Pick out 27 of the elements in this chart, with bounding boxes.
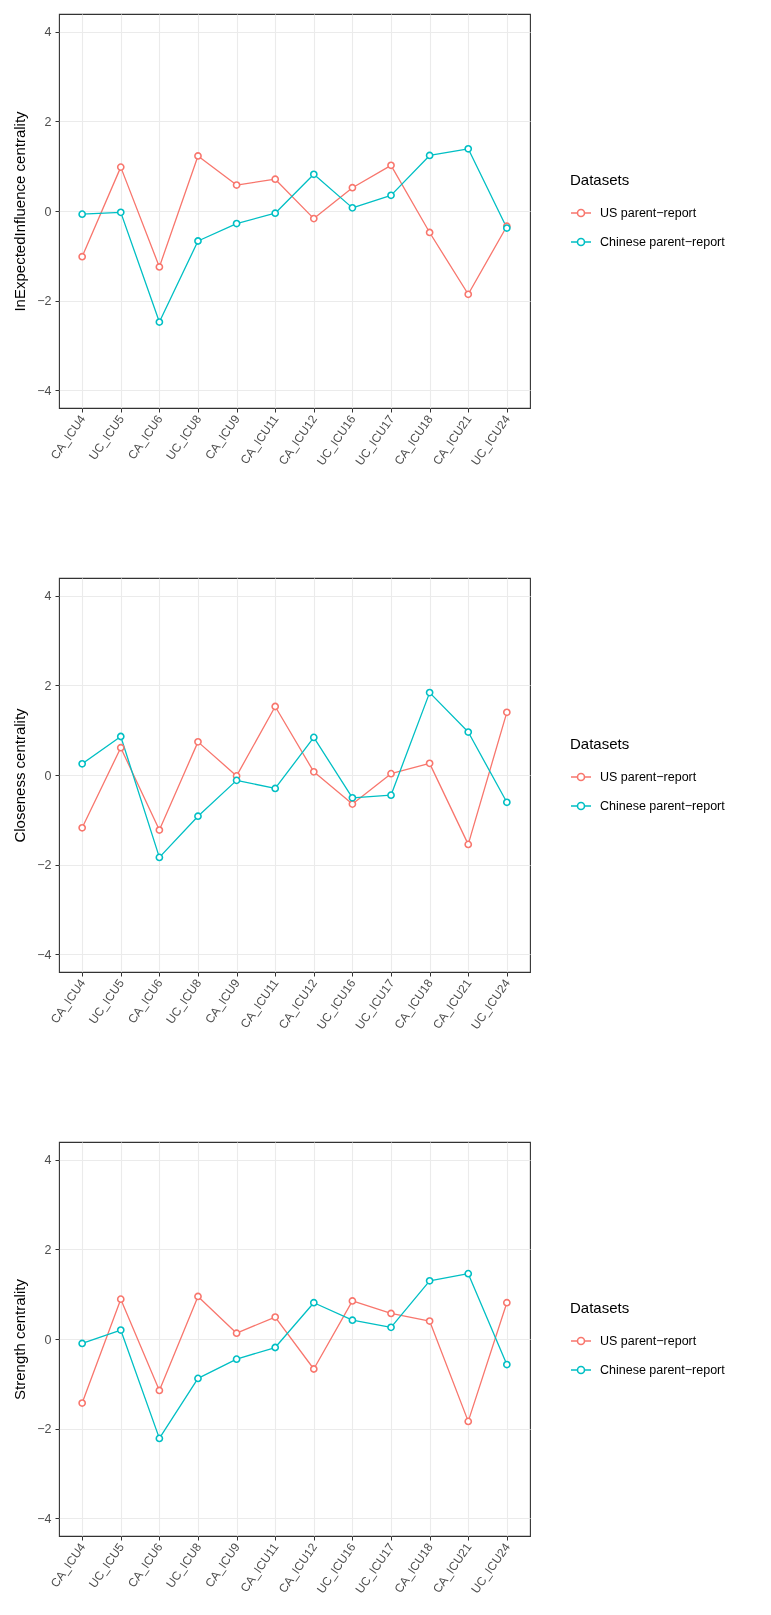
legend-label: US parent−report (600, 770, 697, 784)
y-tick-label: −4 (37, 383, 52, 398)
y-axis-title: Closeness centrality (11, 707, 29, 843)
y-tick-label: 2 (44, 1242, 52, 1257)
legend-label: US parent−report (600, 206, 697, 220)
legend-title: Datasets (570, 171, 630, 188)
legend-title: Datasets (570, 1299, 630, 1316)
y-tick-label: −2 (37, 1422, 52, 1437)
y-tick-label: 4 (44, 589, 52, 604)
legend-label: US parent−report (600, 1334, 697, 1348)
y-tick-label: 2 (44, 678, 52, 693)
y-tick-label: −2 (37, 858, 52, 873)
legend-title: Datasets (570, 735, 630, 752)
y-tick-label: 4 (44, 1153, 52, 1168)
y-axis-title: InExpectedInfluence centrality (11, 110, 29, 312)
y-tick-label: −4 (37, 947, 52, 962)
legend-label: Chinese parent−report (600, 1363, 726, 1377)
y-tick-label: −2 (37, 294, 52, 309)
y-axis-title: Strength centrality (11, 1278, 29, 1400)
legend-label: Chinese parent−report (600, 799, 726, 813)
y-tick-label: 2 (44, 114, 52, 129)
y-tick-label: 4 (44, 25, 52, 40)
y-tick-label: −4 (37, 1511, 52, 1526)
legend-label: Chinese parent−report (600, 235, 726, 249)
y-tick-label: 0 (44, 768, 52, 783)
y-tick-label: 0 (44, 204, 52, 219)
y-tick-label: 0 (44, 1332, 52, 1347)
